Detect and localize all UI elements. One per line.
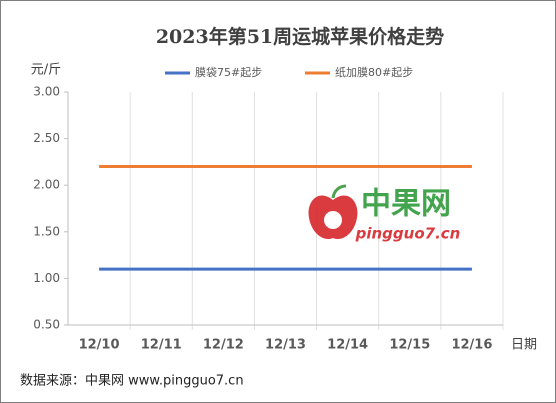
y-tick-label: 1.00 — [33, 271, 60, 285]
x-tick-label: 12/14 — [327, 338, 368, 353]
x-axis-label: 日期 — [511, 338, 537, 353]
y-tick-label: 2.50 — [33, 131, 60, 145]
x-tick-label: 12/12 — [203, 338, 244, 353]
x-tick-label: 12/13 — [265, 338, 306, 353]
watermark: 中果网 pingguo7.cn — [308, 184, 461, 243]
x-tick-label: 12/16 — [451, 338, 492, 353]
source-note: 数据来源：中果网 www.pingguo7.cn — [20, 374, 244, 389]
y-axis-label: 元/斤 — [31, 63, 61, 78]
x-tick-label: 12/11 — [141, 338, 182, 353]
y-tick-label: 1.50 — [33, 224, 60, 238]
y-tick-label: 2.00 — [33, 178, 60, 192]
x-tick-label: 12/15 — [389, 338, 430, 353]
watermark-url: pingguo7.cn — [355, 225, 461, 243]
y-tick-label: 3.00 — [33, 85, 60, 99]
x-tick-label: 12/10 — [79, 338, 120, 353]
watermark-leaf — [331, 184, 347, 199]
chart-title: 2023年第51周运城苹果价格走势 — [156, 25, 444, 48]
legend-label: 膜袋75#起步 — [195, 65, 262, 79]
legend-label: 纸加膜80#起步 — [335, 66, 413, 79]
y-tick-label: 0.50 — [33, 318, 60, 332]
watermark-apple-core — [324, 211, 342, 229]
watermark-name: 中果网 — [361, 187, 451, 222]
